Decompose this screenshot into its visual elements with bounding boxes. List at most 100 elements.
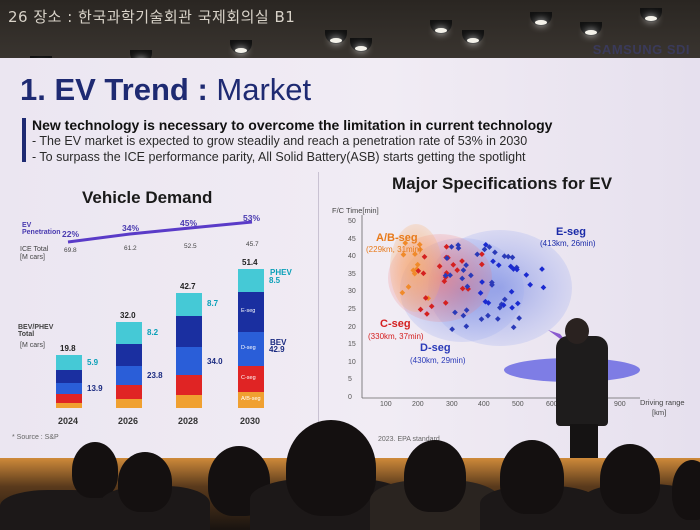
y-tick: 10 [348, 358, 356, 366]
d-seg-spec: (430km, 29min) [410, 356, 466, 365]
d-seg-point [460, 267, 467, 273]
d-seg-point [505, 253, 512, 260]
c-seg-point [422, 295, 429, 301]
ab-seg-point [405, 284, 412, 290]
ice-2024: 69.8 [64, 247, 77, 254]
c-seg-point [421, 253, 428, 260]
phev-value-2024: 5.9 [87, 357, 99, 367]
seg-label-D-seg: D-seg [241, 344, 256, 351]
phev-value-2030: 8.5 [269, 275, 281, 285]
audience-head [118, 452, 172, 512]
bev-legend: BEV [270, 338, 287, 347]
c-seg-bar-2030 [238, 366, 264, 392]
total-2028: 42.7 [180, 281, 196, 291]
e-seg-name: E-seg [556, 226, 586, 238]
c-seg-point [454, 267, 461, 273]
d-seg-point [464, 283, 471, 290]
seg-label-E-seg: E-seg [241, 307, 256, 314]
stage-light [230, 40, 252, 54]
e-seg-point [540, 284, 547, 291]
speaker-legs [570, 424, 598, 464]
ice-total-label: ICE Total [20, 246, 49, 253]
sub-bullet-1: - The EV market is expected to grow stea… [32, 134, 528, 148]
audience-head [500, 440, 564, 514]
d-seg-point [485, 312, 491, 319]
d-seg-point [463, 307, 470, 313]
d-seg-point [455, 242, 461, 248]
d-seg-bar-2030 [238, 331, 264, 367]
audience-head [286, 420, 376, 516]
penetration-2024: 22% [62, 229, 80, 239]
seg-label-C-seg: C-seg [241, 375, 256, 382]
y-tick: 0 [348, 394, 352, 401]
d-seg-bar-2024 [56, 383, 82, 395]
bev-value-2028: 34.0 [207, 357, 223, 367]
x-axis-unit: [km] [652, 408, 667, 417]
y-tick: 25 [348, 306, 356, 313]
e-seg-point [485, 300, 492, 306]
e-seg-point [479, 279, 485, 285]
d-seg-bar-2028 [176, 347, 202, 375]
e-seg-point [539, 266, 545, 272]
ab-seg-point [417, 246, 423, 253]
bev-value-2030: 42.9 [269, 345, 285, 355]
c-seg-bar-2026 [116, 384, 142, 399]
y-tick: 30 [348, 288, 356, 296]
epa-footnote: 2023. EPA standard [378, 436, 440, 443]
y-tick: 50 [348, 218, 356, 225]
ice-2026: 61.2 [124, 245, 137, 252]
d-seg-point [448, 243, 455, 250]
ab-seg-point [400, 251, 407, 258]
stage-light [462, 30, 484, 44]
d-seg-point [486, 244, 493, 250]
d-seg-point [449, 326, 455, 333]
phev-value-2028: 8.7 [207, 299, 219, 309]
e-seg-point [509, 304, 515, 311]
x-axis-label: Driving range [640, 398, 685, 407]
e-seg-bar-2030 [238, 292, 264, 332]
ab-seg-bar-2024 [56, 402, 82, 408]
x-tick: 100 [380, 401, 392, 408]
phev-bar-2028 [176, 292, 202, 317]
speaker-body [556, 336, 608, 426]
d-seg-point [501, 253, 508, 260]
e-seg-point [500, 302, 507, 308]
bev-unit: [M cars] [20, 342, 45, 349]
c-seg-point [415, 268, 422, 274]
ab-seg-point [399, 289, 406, 296]
ice-2028: 52.5 [184, 243, 197, 250]
year-2030: 2030 [240, 416, 261, 426]
y-tick: 20 [348, 323, 356, 331]
main-bullet: New technology is necessary to overcome … [32, 117, 553, 133]
panel-divider [318, 172, 319, 422]
ab-seg-bar-2030 [238, 391, 264, 408]
c-seg-point [459, 258, 465, 264]
d-seg-bar-2026 [116, 365, 142, 385]
bullet-accent-bar [22, 118, 26, 162]
e-seg-bar-2026 [116, 343, 142, 366]
d-seg-point [489, 282, 495, 288]
e-seg-point [477, 290, 484, 296]
audience-head [404, 440, 466, 512]
e-seg-point [482, 241, 489, 248]
y-axis-label: F/C Time[min] [332, 206, 379, 215]
c-seg-point [442, 300, 449, 306]
c-seg-point [424, 311, 430, 317]
c-seg-bar-2024 [56, 394, 82, 403]
bev-value-2026: 23.8 [147, 370, 163, 380]
ab-seg-spec: (229km, 31min) [366, 245, 422, 254]
e-seg-point [490, 258, 496, 265]
audience-head [672, 460, 700, 520]
y-tick: 45 [348, 235, 356, 243]
vehicle-demand-title: Vehicle Demand [82, 188, 213, 207]
d-seg-point [510, 324, 517, 331]
penetration-2028: 45% [180, 218, 198, 228]
d-seg-point [444, 255, 450, 261]
d-seg-point [447, 272, 453, 279]
stage-light [530, 12, 552, 26]
ab-seg-bar-2026 [116, 399, 142, 408]
ab-seg-point [416, 241, 423, 248]
c-seg-spec: (330km, 37min) [368, 332, 424, 341]
e-seg-bar-2028 [176, 316, 202, 348]
